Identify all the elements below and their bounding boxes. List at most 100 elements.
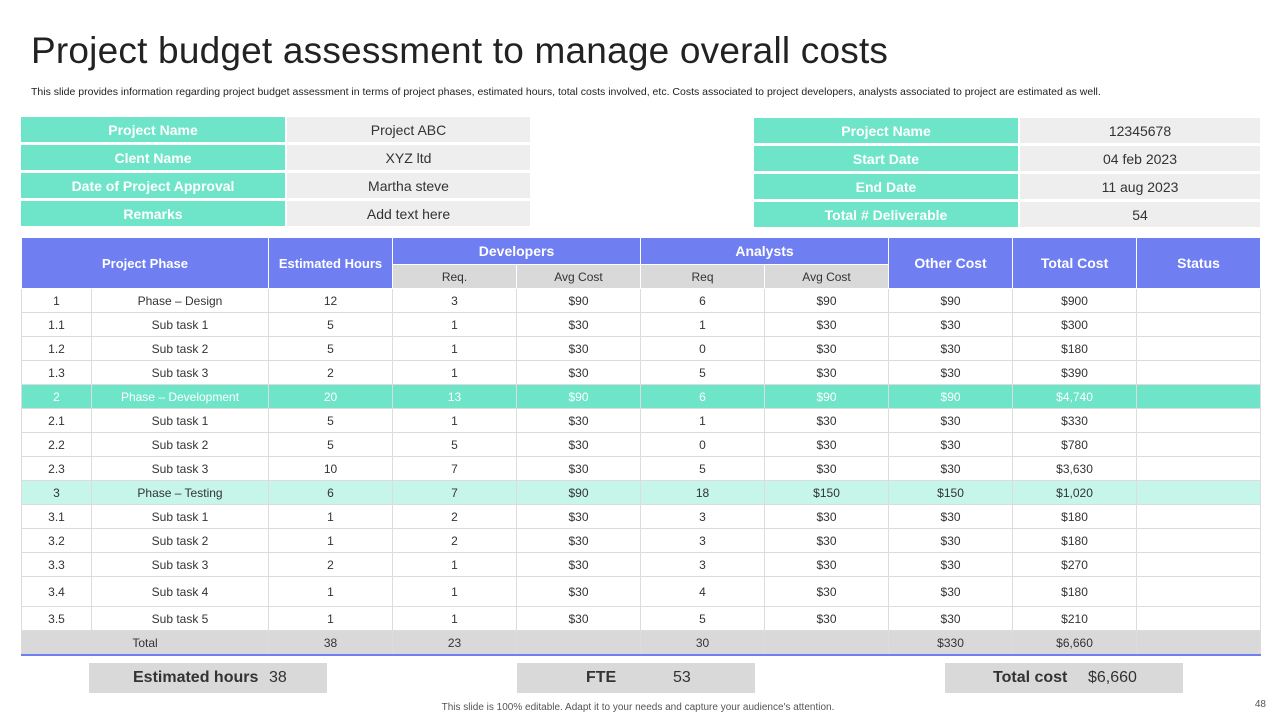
cell-analyst-avg-cost <box>764 630 890 656</box>
info-value[interactable]: 54 <box>1018 202 1260 227</box>
cell-dev-req: 5 <box>392 432 517 457</box>
cell-status[interactable] <box>1136 432 1262 457</box>
info-value[interactable]: Project ABC <box>285 117 530 142</box>
cell-status[interactable] <box>1136 456 1262 481</box>
cell-status[interactable] <box>1136 504 1262 529</box>
table-row: 1 Phase – Design 12 3 $90 6 $90 $90 $900 <box>21 288 1262 313</box>
cell-phase: Sub task 4 <box>91 576 269 607</box>
info-value[interactable]: Martha steve <box>285 173 530 198</box>
cell-status[interactable] <box>1136 384 1262 409</box>
table-row: 2.2 Sub task 2 5 5 $30 0 $30 $30 $780 <box>21 432 1262 457</box>
total-label: Total <box>21 630 269 656</box>
info-value[interactable]: XYZ ltd <box>285 145 530 170</box>
cell-total-cost: $210 <box>1012 606 1138 631</box>
cell-id: 1.2 <box>21 336 92 361</box>
project-info-table-right: Project Name 12345678 Start Date 04 feb … <box>754 115 1260 230</box>
cell-dev-req: 2 <box>392 528 517 553</box>
budget-table: Project Phase Estimated Hours Developers… <box>21 237 1262 656</box>
cell-total-cost: $4,740 <box>1012 384 1138 409</box>
cell-other-cost: $30 <box>888 432 1014 457</box>
cell-dev-avg-cost <box>515 630 642 656</box>
header-analyst-req: Req <box>640 264 766 289</box>
cell-total-cost: $900 <box>1012 288 1138 313</box>
cell-phase: Sub task 1 <box>91 408 269 433</box>
table-row: 1.1 Sub task 1 5 1 $30 1 $30 $30 $300 <box>21 312 1262 337</box>
cell-status[interactable] <box>1136 630 1262 656</box>
cell-status[interactable] <box>1136 480 1262 505</box>
info-value[interactable]: 11 aug 2023 <box>1018 174 1260 199</box>
cell-other-cost: $30 <box>888 504 1014 529</box>
cell-phase: Sub task 2 <box>91 432 269 457</box>
cell-est-hours: 2 <box>268 360 393 385</box>
info-row: Remarks Add text here <box>21 201 530 226</box>
cell-id: 1.3 <box>21 360 92 385</box>
cell-analyst-req: 5 <box>640 360 766 385</box>
cell-other-cost: $30 <box>888 528 1014 553</box>
cell-est-hours: 12 <box>268 288 393 313</box>
cell-analyst-avg-cost: $30 <box>764 528 890 553</box>
slide-description: This slide provides information regardin… <box>31 86 1101 98</box>
cell-other-cost: $30 <box>888 552 1014 577</box>
summary-value: $6,660 <box>1088 669 1137 686</box>
cell-status[interactable] <box>1136 312 1262 337</box>
table-row: 1.3 Sub task 3 2 1 $30 5 $30 $30 $390 <box>21 360 1262 385</box>
cell-status[interactable] <box>1136 408 1262 433</box>
cell-status[interactable] <box>1136 336 1262 361</box>
cell-status[interactable] <box>1136 552 1262 577</box>
cell-phase: Sub task 2 <box>91 528 269 553</box>
cell-analyst-req: 0 <box>640 432 766 457</box>
cell-phase: Sub task 2 <box>91 336 269 361</box>
cell-analyst-avg-cost: $30 <box>764 504 890 529</box>
page-title: Project budget assessment to manage over… <box>31 30 889 71</box>
cell-total-cost: $300 <box>1012 312 1138 337</box>
cell-analyst-avg-cost: $30 <box>764 576 890 607</box>
cell-phase: Sub task 3 <box>91 552 269 577</box>
cell-other-cost: $30 <box>888 360 1014 385</box>
cell-status[interactable] <box>1136 528 1262 553</box>
cell-dev-req: 2 <box>392 504 517 529</box>
info-label: Date of Project Approval <box>21 173 285 198</box>
cell-analyst-req: 3 <box>640 528 766 553</box>
cell-status[interactable] <box>1136 288 1262 313</box>
cell-status[interactable] <box>1136 576 1262 607</box>
cell-phase: Phase – Design <box>91 288 269 313</box>
table-row: 1.2 Sub task 2 5 1 $30 0 $30 $30 $180 <box>21 336 1262 361</box>
fte-summary: FTE 53 <box>517 663 755 693</box>
cell-analyst-req: 3 <box>640 552 766 577</box>
info-value[interactable]: 04 feb 2023 <box>1018 146 1260 171</box>
cell-total-cost: $180 <box>1012 504 1138 529</box>
info-value[interactable]: Add text here <box>285 201 530 226</box>
cell-phase: Sub task 5 <box>91 606 269 631</box>
cell-total-cost: $180 <box>1012 576 1138 607</box>
table-row: 3.1 Sub task 1 1 2 $30 3 $30 $30 $180 <box>21 504 1262 529</box>
cell-status[interactable] <box>1136 360 1262 385</box>
cell-dev-req: 1 <box>392 360 517 385</box>
info-label: Project Name <box>21 117 285 142</box>
cell-id: 2.3 <box>21 456 92 481</box>
cell-total-cost: $330 <box>1012 408 1138 433</box>
project-info-table-left: Project Name Project ABC Clent Name XYZ … <box>21 114 530 229</box>
cell-dev-req: 1 <box>392 606 517 631</box>
cell-analyst-req: 5 <box>640 456 766 481</box>
cell-status[interactable] <box>1136 606 1262 631</box>
cell-phase: Sub task 1 <box>91 312 269 337</box>
summary-label: Total cost <box>993 669 1068 686</box>
cell-dev-avg-cost: $30 <box>515 336 642 361</box>
cell-analyst-avg-cost: $30 <box>764 606 890 631</box>
cell-dev-req: 1 <box>392 576 517 607</box>
cell-est-hours: 1 <box>268 606 393 631</box>
summary-value: 53 <box>673 669 691 686</box>
info-row: Project Name 12345678 <box>754 118 1260 143</box>
info-value[interactable]: 12345678 <box>1018 118 1260 143</box>
table-row: 2 Phase – Development 20 13 $90 6 $90 $90 $4,740 <box>21 384 1262 409</box>
header-estimated-hours: Estimated Hours <box>268 237 393 289</box>
info-label: Start Date <box>754 146 1018 171</box>
cell-id: 2.1 <box>21 408 92 433</box>
cell-phase: Sub task 1 <box>91 504 269 529</box>
cell-analyst-req: 18 <box>640 480 766 505</box>
cell-est-hours: 10 <box>268 456 393 481</box>
cell-analyst-req: 0 <box>640 336 766 361</box>
info-row: Start Date 04 feb 2023 <box>754 146 1260 171</box>
cell-dev-req: 7 <box>392 456 517 481</box>
header-project-phase: Project Phase <box>21 237 269 289</box>
